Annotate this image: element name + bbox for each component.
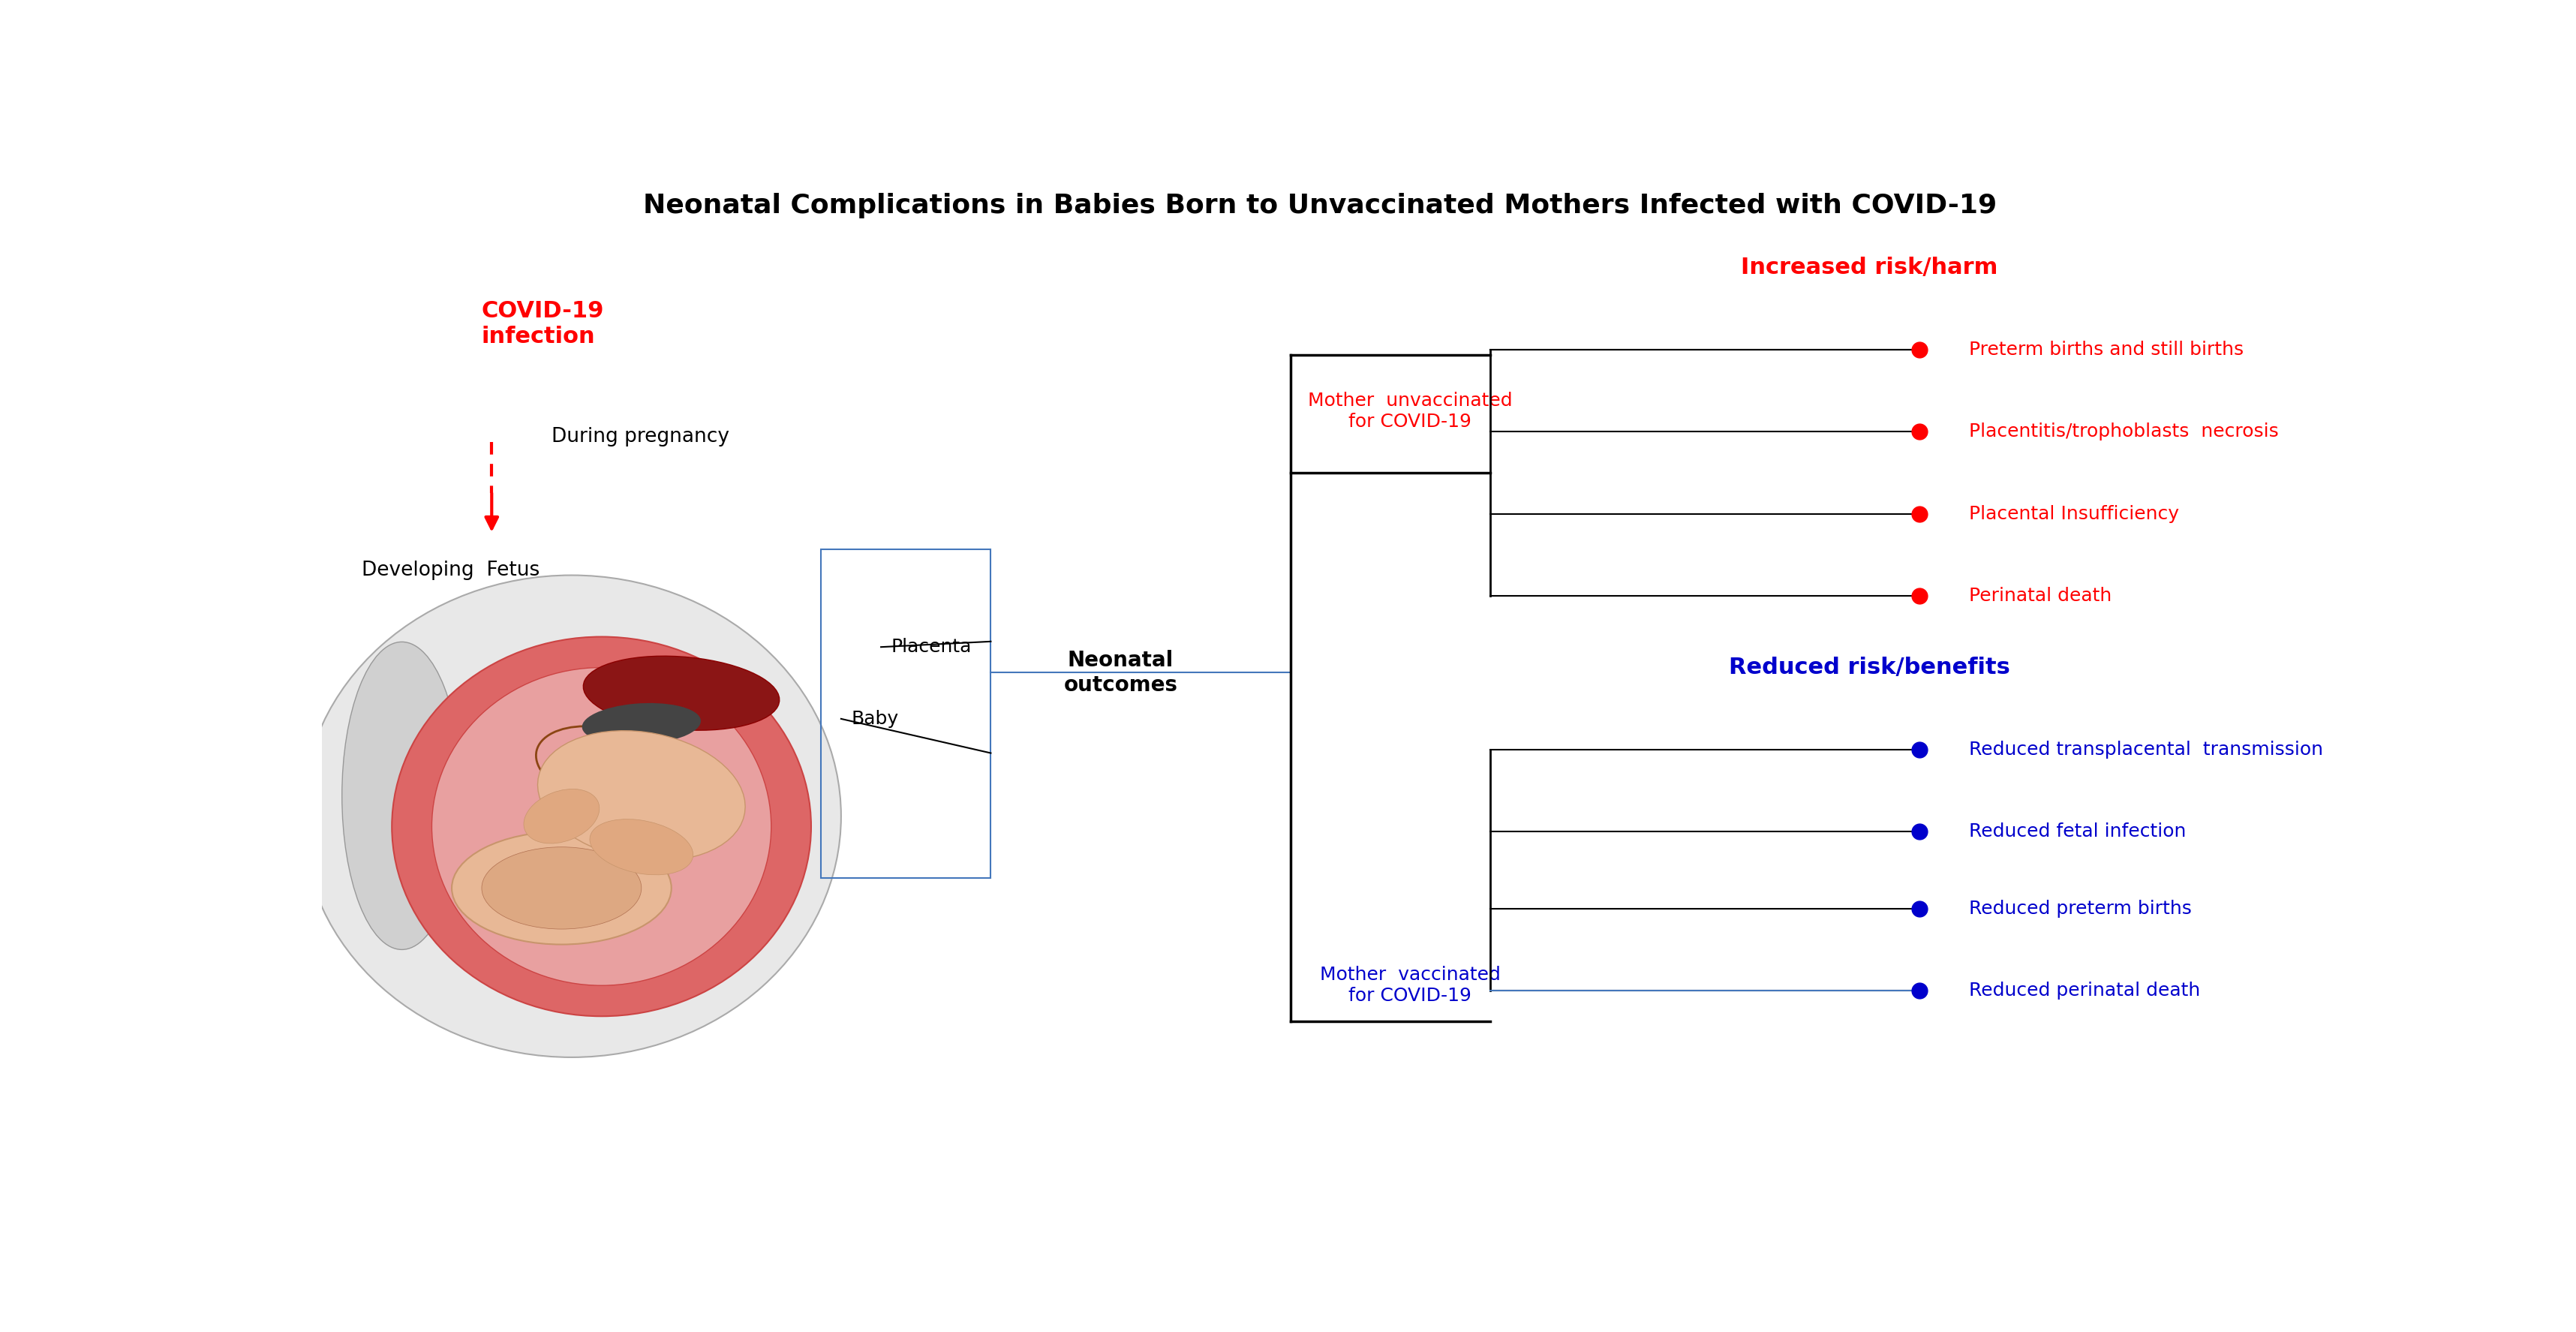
Text: Reduced perinatal death: Reduced perinatal death xyxy=(1968,982,2200,999)
Ellipse shape xyxy=(343,642,461,950)
Ellipse shape xyxy=(392,637,811,1016)
Text: Neonatal
outcomes: Neonatal outcomes xyxy=(1064,650,1177,695)
Text: Developing  Fetus: Developing Fetus xyxy=(361,561,541,579)
Text: COVID-19
infection: COVID-19 infection xyxy=(482,301,605,348)
Ellipse shape xyxy=(523,789,600,843)
Text: Increased risk/harm: Increased risk/harm xyxy=(1741,257,1996,278)
Text: Preterm births and still births: Preterm births and still births xyxy=(1968,341,2244,358)
Text: Mother  vaccinated
for COVID-19: Mother vaccinated for COVID-19 xyxy=(1319,966,1499,1004)
Text: Perinatal death: Perinatal death xyxy=(1968,586,2112,605)
Text: Reduced fetal infection: Reduced fetal infection xyxy=(1968,823,2187,840)
Text: Baby: Baby xyxy=(850,710,899,727)
Text: Placental Insufficiency: Placental Insufficiency xyxy=(1968,505,2179,522)
Ellipse shape xyxy=(538,731,744,860)
Text: Neonatal Complications in Babies Born to Unvaccinated Mothers Infected with COVI: Neonatal Complications in Babies Born to… xyxy=(644,193,1996,218)
Text: Placenta: Placenta xyxy=(891,638,971,657)
Text: Mother  unvaccinated
for COVID-19: Mother unvaccinated for COVID-19 xyxy=(1309,392,1512,430)
Text: Reduced risk/benefits: Reduced risk/benefits xyxy=(1728,657,2009,678)
Text: During pregnancy: During pregnancy xyxy=(551,428,729,446)
Text: Reduced preterm births: Reduced preterm births xyxy=(1968,899,2192,918)
Ellipse shape xyxy=(301,575,840,1058)
Circle shape xyxy=(482,847,641,930)
Text: Placentitis/trophoblasts  necrosis: Placentitis/trophoblasts necrosis xyxy=(1968,422,2280,441)
Ellipse shape xyxy=(590,819,693,875)
Circle shape xyxy=(451,831,672,944)
Ellipse shape xyxy=(582,657,781,730)
Text: Reduced transplacental  transmission: Reduced transplacental transmission xyxy=(1968,741,2324,759)
Ellipse shape xyxy=(582,703,701,745)
Ellipse shape xyxy=(433,667,770,986)
